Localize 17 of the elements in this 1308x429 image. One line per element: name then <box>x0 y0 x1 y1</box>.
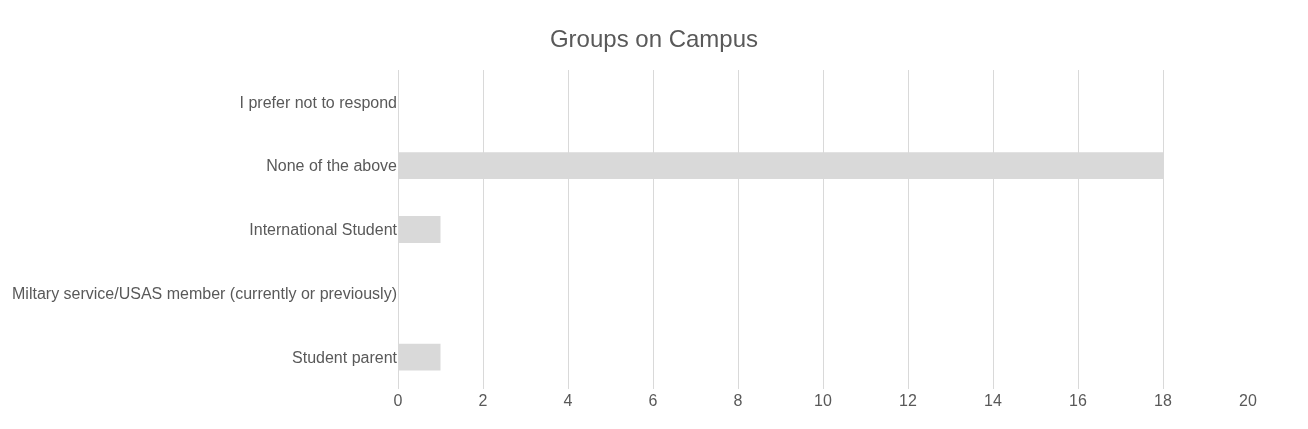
x-tick-label: 2 <box>478 392 488 409</box>
x-tick-label: 8 <box>733 392 743 409</box>
x-tick-label: 20 <box>1239 392 1257 409</box>
x-tick-label: 16 <box>1069 392 1087 409</box>
y-tick-label: None of the above <box>266 157 398 175</box>
x-tick-label: 10 <box>814 392 832 409</box>
x-tick-label: 0 <box>393 392 403 409</box>
y-tick-label: Miltary service/USAS member (currently or previously) <box>12 284 397 302</box>
y-tick-label: Student parent <box>292 348 398 366</box>
x-tick-label: 18 <box>1154 392 1172 409</box>
y-tick-label: I prefer not to respond <box>239 93 397 111</box>
x-tick-label: 14 <box>984 392 1002 409</box>
y-tick-label: International Student <box>249 221 398 239</box>
chart-title: Groups on Campus <box>549 24 759 52</box>
x-tick-label: 6 <box>648 392 658 409</box>
x-tick-label: 4 <box>563 392 573 409</box>
x-tick-label: 12 <box>899 392 917 409</box>
